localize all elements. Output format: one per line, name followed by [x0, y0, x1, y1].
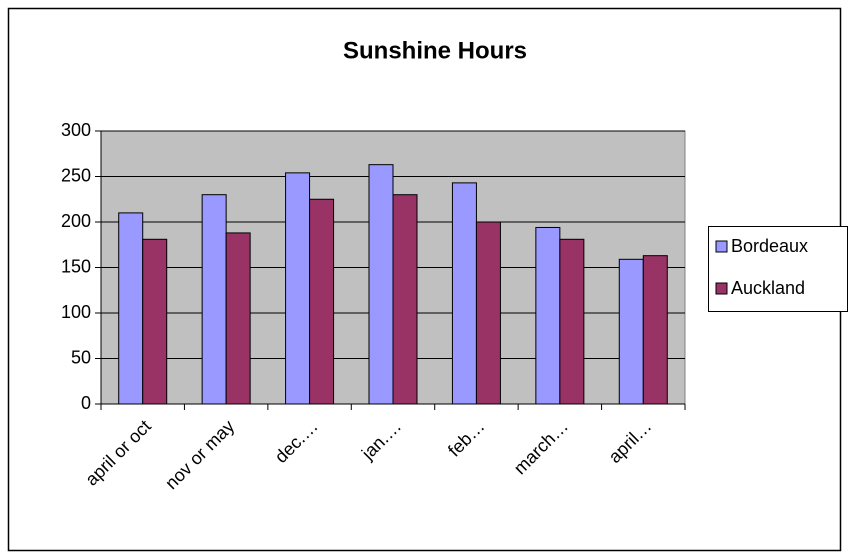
- bar: [475, 221, 501, 405]
- y-tick-label: 300: [61, 120, 91, 140]
- legend-box: [708, 226, 848, 312]
- bar: [642, 255, 668, 405]
- bar: [225, 232, 251, 405]
- bar: [535, 226, 561, 405]
- legend-swatch: [715, 282, 728, 295]
- bar: [118, 212, 144, 405]
- bar: [618, 258, 644, 405]
- bar: [392, 194, 418, 405]
- y-tick-label: 50: [71, 347, 91, 367]
- bar: [142, 238, 168, 405]
- bar: [309, 198, 335, 405]
- legend-swatch: [715, 240, 728, 253]
- legend-label: Auckland: [731, 278, 805, 298]
- bar: [451, 182, 477, 405]
- legend-label: Bordeaux: [731, 236, 808, 256]
- y-tick-label: 0: [81, 393, 91, 413]
- bar: [368, 164, 394, 405]
- y-tick-label: 200: [61, 211, 91, 231]
- y-tick-label: 100: [61, 302, 91, 322]
- y-tick-label: 250: [61, 165, 91, 185]
- bar: [559, 238, 585, 405]
- bar: [285, 172, 311, 405]
- bar: [201, 194, 227, 405]
- y-tick-label: 150: [61, 256, 91, 276]
- chart-title: Sunshine Hours: [343, 37, 527, 64]
